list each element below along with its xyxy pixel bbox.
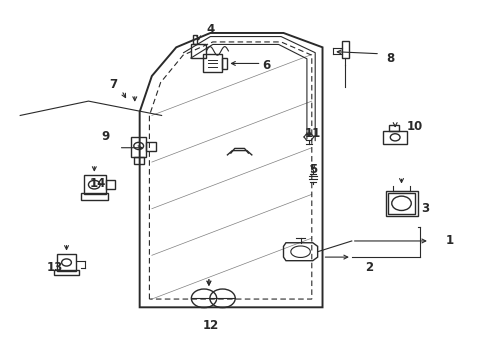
Text: 2: 2	[364, 261, 372, 274]
Text: 12: 12	[202, 319, 218, 332]
Bar	[54, 270, 79, 275]
Text: 6: 6	[262, 59, 270, 72]
Text: 7: 7	[108, 78, 117, 91]
Text: 5: 5	[308, 163, 316, 176]
Bar	[83, 175, 105, 194]
Bar	[388, 125, 398, 131]
Text: 3: 3	[420, 202, 428, 215]
Bar	[105, 180, 115, 189]
Bar	[387, 193, 414, 214]
Bar	[81, 193, 108, 200]
Text: 9: 9	[101, 130, 109, 144]
Text: 13: 13	[46, 261, 62, 274]
Bar	[192, 35, 196, 44]
Text: 11: 11	[304, 127, 320, 140]
Text: 1: 1	[444, 234, 452, 247]
Bar	[131, 137, 146, 157]
Text: 10: 10	[406, 120, 423, 133]
Text: 8: 8	[386, 51, 394, 64]
Bar	[190, 44, 206, 58]
Bar	[57, 253, 76, 271]
Bar	[203, 54, 221, 72]
Bar	[134, 157, 143, 164]
Bar	[221, 58, 227, 69]
Bar	[385, 191, 417, 216]
Bar	[383, 131, 406, 144]
Bar	[146, 142, 156, 151]
Text: 4: 4	[206, 23, 214, 36]
Bar	[341, 41, 348, 58]
Text: 14: 14	[90, 177, 106, 190]
